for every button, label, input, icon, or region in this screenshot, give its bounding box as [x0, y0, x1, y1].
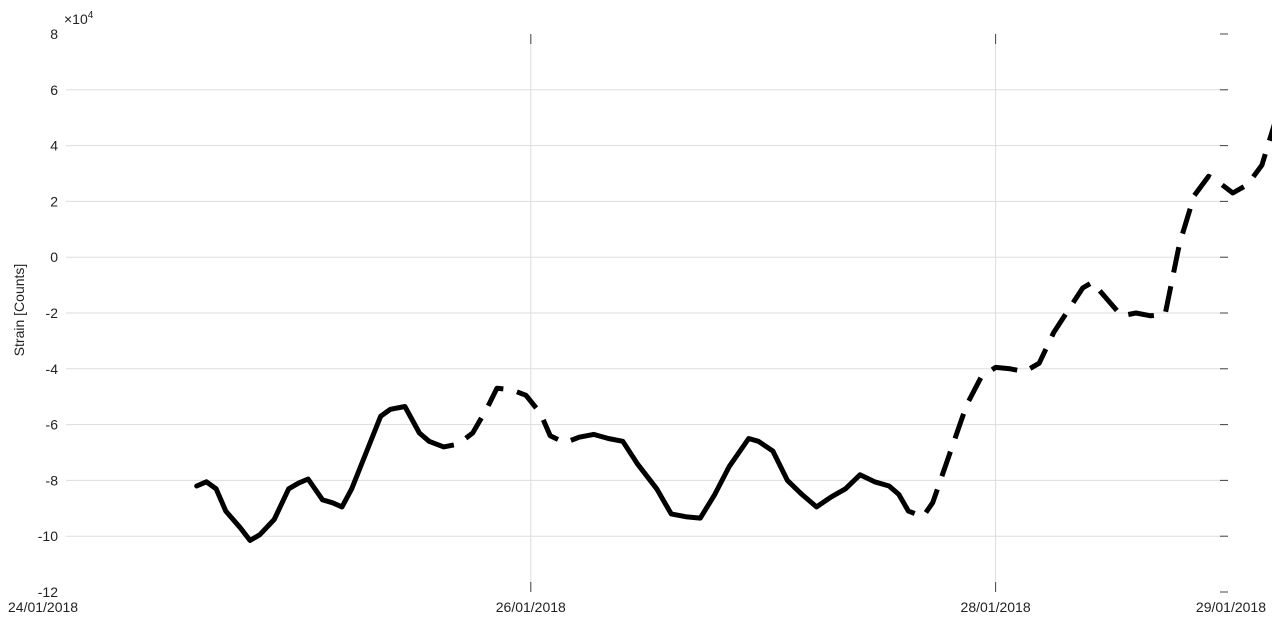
y-exponent-label: ×104 — [64, 10, 94, 27]
y-axis-tick-labels: -12 -10 -8 -6 -4 -2 0 2 4 6 8 — [38, 26, 58, 600]
y-tick-label: 4 — [50, 138, 58, 154]
y-tick-label: 0 — [50, 249, 58, 265]
strain-line-solid-segment — [591, 431, 902, 521]
tick-marks — [530, 33, 1228, 593]
y-tick-label: -10 — [38, 528, 58, 544]
y-tick-label: 8 — [50, 26, 58, 42]
x-tick-label: 26/01/2018 — [496, 599, 566, 615]
x-axis-tick-labels: 24/01/2018 26/01/2018 28/01/2018 29/01/2018 — [8, 599, 1266, 615]
strain-line-dashed-segment — [428, 385, 595, 450]
y-tick-label: -6 — [46, 417, 59, 433]
y-exponent-power: 4 — [88, 10, 94, 21]
grid-lines — [66, 34, 1228, 592]
strain-line-solid-segment — [194, 404, 432, 543]
y-tick-label: -2 — [46, 305, 59, 321]
x-tick-label: 24/01/2018 — [8, 599, 78, 615]
strain-series — [194, 123, 1272, 543]
y-axis-label: Strain [Counts] — [11, 264, 27, 357]
y-tick-label: -12 — [38, 584, 58, 600]
x-tick-label: 28/01/2018 — [961, 599, 1031, 615]
y-exponent-base: ×10 — [64, 11, 88, 27]
x-tick-label: 29/01/2018 — [1196, 599, 1266, 615]
y-tick-label: 6 — [50, 82, 58, 98]
y-tick-label: -8 — [46, 472, 59, 488]
strain-line-dashed-segment — [896, 123, 1272, 520]
y-tick-label: -4 — [46, 361, 59, 377]
y-tick-label: 2 — [50, 193, 58, 209]
